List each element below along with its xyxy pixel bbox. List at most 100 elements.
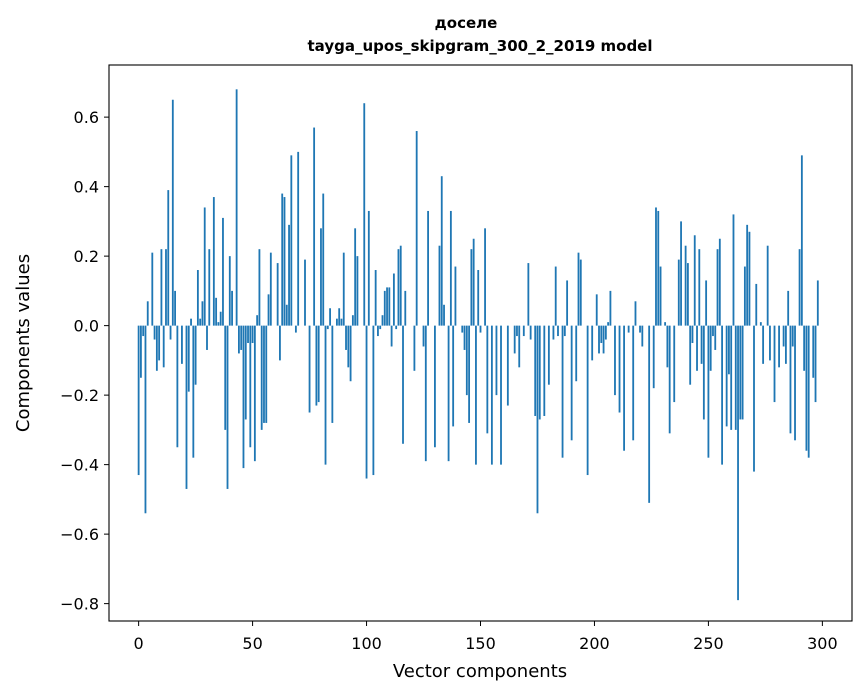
bar-206 [607,322,610,326]
bar-43 [235,89,238,326]
bar-276 [766,245,769,326]
bar-104 [374,270,377,326]
bar-24 [192,325,195,458]
y-axis-label: Components values [13,254,34,432]
chart-title: доселе [435,14,498,32]
y-tick-label-7: −0.8 [60,595,99,614]
bar-75 [308,325,311,413]
bar-142 [461,325,464,333]
bar-240 [684,245,687,326]
bar-190 [570,325,573,441]
bar-155 [490,325,493,465]
bar-186 [561,325,564,458]
bar-100 [365,325,368,479]
bar-134 [443,304,445,326]
y-tick-label-3: 0.0 [74,317,99,336]
bar-115 [399,245,402,326]
bar-82 [324,325,327,465]
bar-1 [140,325,142,378]
bar-3 [144,325,147,514]
bar-264 [739,325,742,420]
bar-62 [279,325,281,361]
bar-263 [737,325,739,601]
bar-249 [705,280,708,326]
bar-37 [222,217,224,326]
bar-66 [288,224,290,326]
bar-30 [206,325,208,350]
bar-64 [283,197,286,326]
bar-224 [648,325,651,503]
bar-33 [212,197,215,326]
bar-139 [454,266,457,326]
y-tick-label-1: 0.4 [74,178,99,197]
bar-283 [782,325,785,347]
bar-78 [315,325,318,406]
bar-113 [395,325,398,330]
bar-6 [151,252,154,326]
bar-96 [356,256,359,326]
bar-235 [673,325,676,403]
bar-172 [529,325,532,340]
bar-29 [203,207,206,326]
bar-84 [329,308,331,326]
bar-268 [748,231,751,326]
bar-16 [174,290,176,326]
bar-15 [171,99,174,326]
bar-69 [294,325,297,333]
bar-40 [228,256,231,326]
bar-2 [142,325,145,337]
bar-256 [721,325,723,465]
bar-182 [552,325,555,340]
bar-287 [791,325,794,347]
bar-127 [427,210,429,326]
bar-146 [470,249,473,326]
bar-217 [632,325,635,441]
bar-211 [618,325,621,413]
bar-171 [527,263,530,326]
bar-136 [447,325,450,462]
bar-238 [680,221,682,326]
bar-34 [215,297,218,326]
bar-73 [304,259,306,326]
bar-226 [652,325,655,389]
bar-242 [689,325,692,385]
bar-53 [258,249,261,326]
bar-25 [194,325,197,385]
bar-203 [600,325,603,344]
bar-7 [153,325,156,340]
bar-4 [146,301,149,326]
bar-248 [702,325,705,420]
bar-12 [165,249,167,326]
bar-202 [598,325,600,354]
bar-148 [475,325,477,465]
bar-247 [700,325,703,364]
x-tick-label-0: 0 [134,634,144,653]
bar-188 [566,280,569,326]
bar-245 [696,325,698,371]
bar-258 [725,325,728,427]
y-tick-label-6: −0.6 [60,525,99,544]
bar-244 [693,235,696,326]
x-tick-label-4: 200 [579,634,610,653]
bar-286 [789,325,792,434]
y-axis: 0.6 0.4 0.2 0.0 −0.2 −0.4 −0.6 −0.8 [60,108,109,614]
bar-46 [242,325,245,469]
bar-31 [208,249,211,326]
bar-21 [185,325,188,489]
bar-259 [728,325,730,375]
bar-112 [392,273,395,326]
bar-19 [181,325,183,364]
bar-270 [753,325,755,472]
bar-87 [336,318,338,326]
bar-220 [639,325,641,333]
bar-106 [379,325,382,330]
bar-81 [322,193,325,326]
bar-17 [176,325,179,448]
bar-147 [472,238,475,326]
bar-153 [486,325,489,434]
bar-79 [317,325,320,403]
bar-94 [351,315,354,326]
bar-174 [534,325,537,416]
bar-166 [516,325,518,337]
